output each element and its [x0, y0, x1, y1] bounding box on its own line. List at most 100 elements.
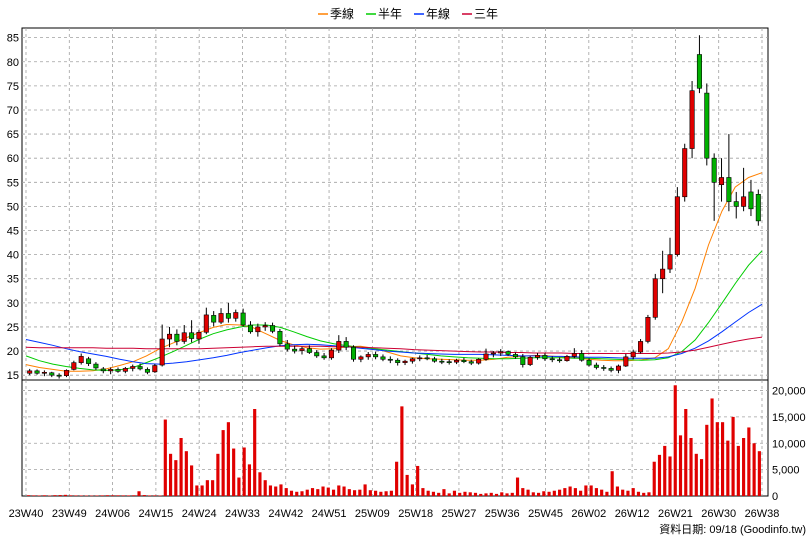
- volume-bar: [95, 495, 99, 496]
- volume-tick-label: 15,000: [772, 412, 806, 424]
- volume-bar: [584, 485, 588, 496]
- volume-bar: [153, 495, 157, 496]
- x-tick-label: 25W45: [528, 508, 563, 520]
- candle-body: [34, 370, 40, 374]
- candle-body: [542, 355, 548, 360]
- candle-body: [615, 365, 621, 371]
- candle-body: [476, 358, 482, 364]
- candle: [343, 337, 349, 351]
- volume-bar: [116, 495, 120, 496]
- volume-bar: [232, 448, 236, 496]
- candle: [336, 335, 342, 353]
- candle-body: [122, 368, 128, 372]
- volume-bar: [668, 456, 672, 496]
- volume-bar: [200, 485, 204, 496]
- candle: [321, 352, 327, 360]
- candle: [71, 360, 77, 371]
- candle-body: [564, 356, 570, 362]
- candle-body: [557, 359, 563, 362]
- volume-bar: [526, 489, 530, 496]
- volume-bar: [684, 409, 688, 496]
- candle: [557, 357, 563, 363]
- candle-body: [292, 348, 298, 352]
- volume-bar: [673, 385, 677, 496]
- volume-bar: [452, 490, 457, 496]
- candle-body: [255, 326, 261, 333]
- candle-body: [108, 369, 114, 372]
- candle: [696, 35, 702, 94]
- candle: [682, 143, 688, 202]
- candle-body: [527, 357, 533, 365]
- candle: [439, 358, 445, 365]
- volume-bar: [142, 495, 146, 496]
- x-tick-label: 25W27: [442, 508, 477, 520]
- candle-body: [56, 374, 62, 377]
- price-tick-label: 25: [7, 322, 19, 334]
- candle: [41, 370, 47, 377]
- legend-item-3: 年線: [414, 6, 450, 21]
- legend: 季線 半年 年線 三年: [318, 6, 498, 21]
- price-tick-label: 85: [7, 33, 19, 45]
- candle: [630, 349, 636, 360]
- candle: [189, 320, 195, 343]
- volume-bar: [247, 464, 252, 496]
- volume-bar: [279, 484, 283, 496]
- legend-item-2: 半年: [366, 7, 402, 21]
- candle: [270, 322, 276, 334]
- volume-bar: [657, 454, 662, 496]
- volume-bar: [368, 490, 372, 496]
- candle-body: [328, 349, 334, 359]
- ma-line-3: [25, 303, 763, 365]
- candle-body: [196, 331, 202, 340]
- volume-bar: [600, 489, 604, 496]
- candle-body: [211, 315, 217, 323]
- candle-body: [431, 358, 437, 362]
- candle-body: [549, 358, 555, 361]
- x-tick-label: 24W33: [225, 508, 260, 520]
- volume-bar: [757, 451, 761, 496]
- volume-bar: [563, 488, 567, 496]
- volume-bar: [132, 495, 136, 496]
- candle-body: [748, 191, 754, 210]
- candle: [358, 355, 364, 363]
- candle-body: [417, 357, 423, 360]
- volume-bar: [105, 495, 110, 496]
- volume-bar: [678, 435, 683, 496]
- volume-bar: [147, 495, 152, 496]
- volume-bar: [726, 440, 730, 496]
- candle: [527, 355, 533, 367]
- candle-body: [321, 355, 327, 359]
- candle-body: [461, 359, 467, 362]
- legend-item-1: 季線: [318, 6, 354, 21]
- legend-label: 年線: [426, 6, 450, 21]
- volume-bar: [158, 495, 162, 496]
- volume-bar: [111, 495, 115, 496]
- legend-label: 三年: [474, 7, 498, 21]
- volume-bar: [242, 447, 246, 496]
- candle-body: [152, 365, 158, 373]
- ma-line-4: [25, 336, 763, 354]
- price-tick-label: 80: [7, 57, 19, 69]
- volume-bar: [195, 485, 199, 496]
- candle-body: [336, 341, 342, 351]
- volume-bar: [174, 460, 178, 496]
- candle-body: [696, 54, 702, 89]
- volume-bar: [395, 461, 399, 496]
- candle-body: [27, 370, 33, 374]
- volume-bar: [337, 485, 341, 496]
- volume-bar: [74, 495, 78, 496]
- candle-body: [711, 157, 717, 183]
- volume-bar: [58, 495, 62, 496]
- ma-line-2: [25, 250, 763, 371]
- candle-body: [520, 356, 526, 365]
- volume-bar: [263, 480, 267, 496]
- candle: [733, 191, 739, 219]
- candle: [233, 309, 239, 322]
- volume-bar: [720, 422, 725, 496]
- x-tick-label: 24W42: [268, 508, 303, 520]
- candle: [262, 322, 268, 331]
- price-axis: 15 20 25 30 35 40 45 50 55 60 65 70 75 80 85: [7, 33, 19, 383]
- candle-body: [726, 177, 732, 202]
- volume-bar: [211, 480, 215, 496]
- candle-body: [682, 148, 688, 198]
